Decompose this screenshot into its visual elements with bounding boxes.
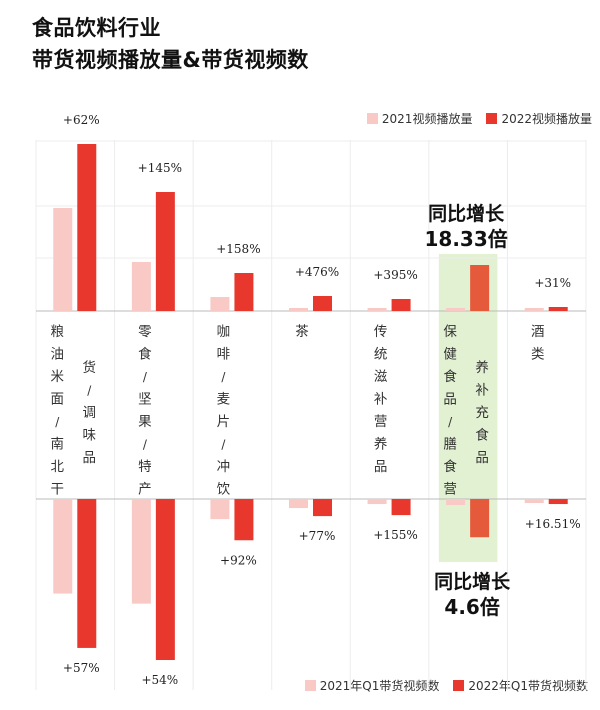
category-label-char: / [221, 438, 226, 452]
category-label-char: 南 [51, 437, 65, 453]
category-label-char: 品 [83, 450, 97, 466]
top-bar-2022 [470, 265, 489, 311]
category-label-char: 干 [51, 482, 65, 498]
category-label-char: 滋 [374, 369, 388, 385]
category-label-char: 养 [374, 437, 388, 453]
bottom-bar-2021 [525, 499, 544, 503]
category-label-char: 品 [475, 450, 489, 466]
top-bar-2021 [446, 308, 465, 311]
category-label-char: 货 [83, 359, 97, 376]
bottom-bar-2021 [132, 499, 151, 604]
bottom-bar-2021 [210, 499, 229, 519]
top-bar-2022 [156, 192, 175, 311]
category-label-char: 传 [374, 324, 388, 340]
top-bar-2021 [289, 308, 308, 311]
top-bar-2021 [368, 308, 387, 311]
category-label-char: 充 [475, 405, 489, 421]
top-bar-2022 [234, 273, 253, 311]
annotation-top-label: 同比增长 [428, 202, 505, 225]
category-label-char: 品 [374, 459, 388, 475]
category-label-char: 产 [138, 482, 152, 498]
bottom-bar-2022 [313, 499, 332, 516]
top-growth-label: +158% [216, 242, 260, 256]
top-bar-2022 [549, 307, 568, 311]
category-label-char: 北 [51, 459, 65, 475]
category-label-char: 特 [138, 459, 152, 475]
category-label-char: / [143, 438, 148, 452]
category-label-char: 片 [217, 414, 231, 430]
category-label-char: 饮 [217, 482, 231, 498]
category-label-char: / [221, 370, 226, 384]
top-bar-2021 [53, 208, 72, 311]
bottom-bar-2021 [53, 499, 72, 594]
bottom-bar-2022 [470, 499, 489, 537]
category-label-char: 补 [374, 392, 388, 408]
category-label-char: 果 [138, 414, 152, 430]
category-label-char: 麦 [217, 392, 231, 408]
category-label-char: 养 [475, 360, 489, 376]
bottom-bar-2021 [368, 499, 387, 504]
top-growth-label: +31% [534, 276, 571, 290]
bottom-growth-label: +57% [63, 661, 100, 675]
top-bar-2022 [313, 296, 332, 311]
bottom-growth-label: +155% [373, 528, 417, 542]
category-label-char: 补 [475, 383, 489, 399]
category-label-char: 食 [443, 458, 457, 475]
bottom-growth-label: +92% [220, 553, 257, 567]
category-label-char: 零 [138, 324, 152, 340]
top-growth-label: +145% [138, 161, 182, 175]
top-growth-label: +62% [63, 113, 100, 127]
category-label-char: 酒 [531, 324, 545, 340]
bottom-growth-label: +77% [299, 529, 336, 543]
annotation-bottom-value: 4.6倍 [444, 595, 499, 619]
category-label-char: 米 [51, 369, 65, 385]
category-label-char: 茶 [295, 324, 309, 340]
category-label-char: 品 [443, 392, 457, 408]
category-label-char: 保 [443, 324, 457, 340]
bottom-bar-2021 [289, 499, 308, 508]
category-label-char: 调 [83, 405, 97, 421]
bottom-bar-2022 [156, 499, 175, 660]
category-label-char: 类 [531, 347, 545, 363]
category-label-char: 油 [51, 347, 65, 363]
top-bar-2022 [77, 144, 96, 311]
category-label-char: 健 [443, 347, 457, 363]
top-bar-2022 [392, 299, 411, 311]
category-label-char: / [55, 415, 60, 429]
annotation-top-value: 18.33倍 [425, 227, 508, 251]
bottom-bar-2022 [392, 499, 411, 515]
category-label-char: 味 [83, 428, 97, 444]
category-label-char: 食 [475, 427, 489, 444]
bottom-bar-2022 [77, 499, 96, 648]
top-growth-label: +476% [295, 265, 339, 279]
bottom-bar-2021 [446, 499, 465, 505]
bottom-growth-label: +16.51% [525, 517, 581, 531]
bottom-growth-label: +54% [141, 673, 178, 687]
category-label-char: 冲 [217, 459, 231, 475]
category-label-char: 粮 [51, 324, 65, 340]
category-label-char: 膳 [443, 436, 457, 453]
category-label-char: 营 [374, 414, 388, 430]
category-label-char: / [87, 384, 92, 398]
category-label-char: 营 [443, 482, 457, 498]
category-label-char: 食 [443, 368, 457, 385]
bottom-bar-2022 [549, 499, 568, 504]
category-label-char: 统 [374, 347, 388, 363]
top-bar-2021 [210, 297, 229, 311]
top-bar-2021 [132, 262, 151, 311]
bottom-bar-2022 [234, 499, 253, 540]
category-label-char: 食 [138, 346, 152, 363]
annotation-bottom-label: 同比增长 [434, 570, 511, 593]
category-label-char: 咖 [217, 324, 231, 340]
top-growth-label: +395% [373, 268, 417, 282]
category-label-char: 面 [51, 392, 65, 408]
category-label-char: / [143, 370, 148, 384]
category-label-char: 啡 [217, 347, 231, 363]
top-bar-2021 [525, 308, 544, 311]
category-label-char: 坚 [138, 392, 152, 408]
